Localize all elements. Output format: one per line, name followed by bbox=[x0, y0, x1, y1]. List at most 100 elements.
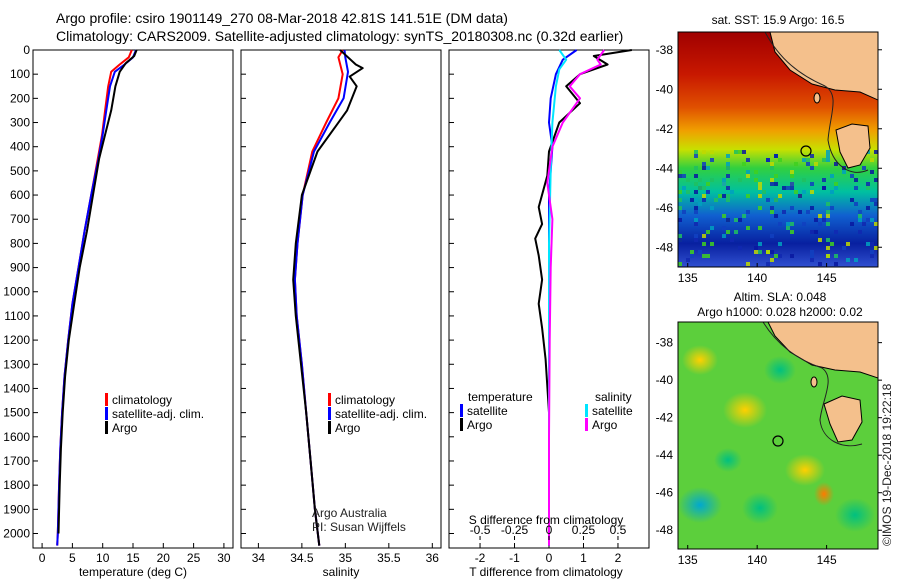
sst-pixel bbox=[846, 258, 850, 262]
sst-pixel bbox=[678, 170, 682, 174]
depth-tick-label: 1800 bbox=[3, 478, 30, 492]
sst-pixel bbox=[770, 250, 774, 254]
sst-pixel bbox=[814, 218, 818, 222]
sst-pixel bbox=[694, 150, 698, 154]
sst-pixel bbox=[754, 170, 758, 174]
sst-pixel bbox=[810, 206, 814, 210]
sst-pixel bbox=[866, 186, 870, 190]
sst-pixel bbox=[746, 174, 750, 178]
legend-s-satellite: satellite bbox=[592, 404, 633, 418]
sla-map-axes: 135 140 145 -38 -40 -42 -44 -46 -48 bbox=[656, 336, 882, 567]
sst-map-title: sat. SST: 15.9 Argo: 16.5 bbox=[712, 13, 845, 27]
sst-pixel bbox=[834, 162, 838, 166]
sst-pixel bbox=[822, 218, 826, 222]
lon-tick-label: 135 bbox=[678, 271, 698, 285]
lat-tick-label: -42 bbox=[656, 122, 674, 136]
sst-pixel bbox=[802, 158, 806, 162]
tasmania bbox=[823, 395, 863, 443]
sst-pixel bbox=[770, 162, 774, 166]
salinity-series bbox=[292, 49, 364, 546]
sst-pixel bbox=[758, 242, 762, 246]
depth-tick-label: 1300 bbox=[3, 357, 30, 371]
sst-pixel bbox=[810, 258, 814, 262]
eddy-cool bbox=[742, 492, 778, 524]
sst-pixel bbox=[702, 150, 706, 154]
sst-pixel bbox=[866, 182, 870, 186]
sst-pixel bbox=[682, 174, 686, 178]
sst-pixel bbox=[746, 158, 750, 162]
eddy-warm bbox=[723, 392, 767, 428]
temperature-plot-frame bbox=[32, 49, 234, 549]
sst-pixel bbox=[770, 258, 774, 262]
sst-pixel bbox=[802, 190, 806, 194]
sst-pixel bbox=[726, 166, 730, 170]
difference-depth-ticks bbox=[449, 49, 454, 534]
s-difference-axis: -0.5 -0.25 0 0.25 0.5 bbox=[470, 523, 627, 540]
sst-pixel bbox=[698, 202, 702, 206]
difference-profile-panel: -2 -1 0 1 2 -0.5 -0.25 0 0.25 0.5 T difference f… bbox=[448, 49, 650, 579]
sst-pixel bbox=[790, 186, 794, 190]
depth-tick-label: 1700 bbox=[3, 454, 30, 468]
sst-pixel bbox=[770, 182, 774, 186]
sst-pixel bbox=[726, 162, 730, 166]
sst-pixel bbox=[790, 170, 794, 174]
salinity-x-axis: 34 34.5 35 35.5 36 bbox=[252, 543, 439, 565]
sst-pixel bbox=[810, 254, 814, 258]
sst-pixel bbox=[782, 210, 786, 214]
sst-pixel bbox=[726, 154, 730, 158]
sst-pixel bbox=[810, 154, 814, 158]
sst-pixel bbox=[866, 218, 870, 222]
sst-pixel bbox=[706, 230, 710, 234]
sst-pixel bbox=[734, 218, 738, 222]
sst-pixel bbox=[858, 210, 862, 214]
sst-pixel bbox=[854, 178, 858, 182]
australia-mainland bbox=[769, 32, 878, 101]
sst-pixel bbox=[702, 234, 706, 238]
depth-tick-label: 700 bbox=[10, 212, 30, 226]
sst-pixel bbox=[722, 178, 726, 182]
sst-pixel bbox=[790, 230, 794, 234]
sst-pixel bbox=[702, 254, 706, 258]
sst-pixel bbox=[726, 198, 730, 202]
sst-pixel bbox=[754, 178, 758, 182]
sst-pixel bbox=[678, 198, 682, 202]
sst-pixel bbox=[746, 226, 750, 230]
sst-pixel bbox=[874, 226, 878, 230]
temperature-series bbox=[56, 49, 138, 546]
sst-map-frame bbox=[677, 31, 879, 268]
sst-pixel bbox=[866, 206, 870, 210]
sst-pixel bbox=[782, 186, 786, 190]
sst-pixel bbox=[678, 262, 682, 266]
sst-pixel bbox=[774, 154, 778, 158]
sst-pixel bbox=[778, 242, 782, 246]
shelf-contour bbox=[762, 322, 863, 447]
x-tick-label: -1 bbox=[509, 551, 520, 565]
sst-pixel bbox=[710, 206, 714, 210]
sst-pixel bbox=[690, 254, 694, 258]
x-tick-label: 34.5 bbox=[290, 551, 314, 565]
legend-satellite: satellite-adj. clim. bbox=[335, 407, 427, 421]
argo-float-marker bbox=[800, 145, 812, 157]
s-diff-tick-label: 0.25 bbox=[572, 523, 596, 537]
depth-tick-label: 1400 bbox=[3, 381, 30, 395]
lat-tick-label: -48 bbox=[656, 523, 674, 537]
sst-pixel bbox=[874, 150, 878, 154]
sst-pixel bbox=[858, 214, 862, 218]
legend-t-satellite-swatch bbox=[460, 404, 463, 417]
legend-argo: Argo bbox=[112, 421, 138, 435]
depth-tick-label: 1900 bbox=[3, 502, 30, 516]
sla-map-title-2: Argo h1000: 0.028 h2000: 0.02 bbox=[697, 305, 863, 319]
x-tick-label: 0 bbox=[546, 551, 553, 565]
sst-pixel bbox=[722, 234, 726, 238]
sst-pixel bbox=[766, 250, 770, 254]
lat-tick-label: -42 bbox=[656, 411, 674, 425]
sst-pixel bbox=[678, 190, 682, 194]
sst-pixel bbox=[818, 222, 822, 226]
sst-pixel bbox=[702, 194, 706, 198]
temperature-x-axis: 0 5 10 15 20 25 30 bbox=[39, 543, 231, 565]
salinity-legend: climatology satellite-adj. clim. Argo bbox=[328, 393, 427, 435]
sst-pixel bbox=[722, 226, 726, 230]
sst-pixel bbox=[874, 178, 878, 182]
sst-pixel bbox=[778, 254, 782, 258]
